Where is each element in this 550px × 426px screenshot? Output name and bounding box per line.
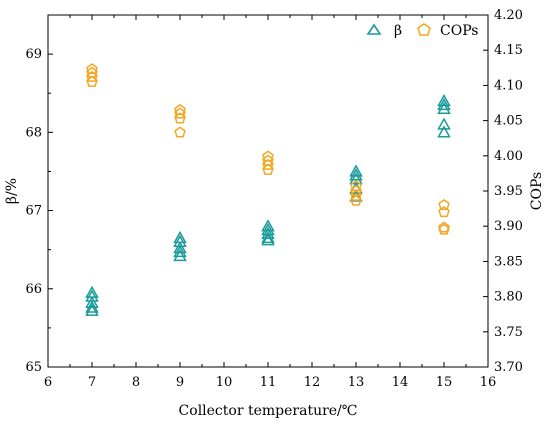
y-right-tick-label: 3.95	[494, 184, 523, 199]
beta-point-marker	[437, 97, 451, 111]
y-right-tick-label: 4.05	[494, 114, 523, 129]
beta-point-marker	[437, 101, 451, 115]
x-tick-label: 10	[216, 375, 233, 390]
beta-point-marker	[173, 241, 187, 254]
x-tick-label: 11	[260, 375, 277, 390]
y-left-tick-label: 68	[25, 125, 42, 140]
beta-point-marker	[349, 168, 363, 181]
y-right-tick-label: 4.10	[494, 78, 523, 93]
beta-point-marker	[85, 300, 99, 313]
x-tick-labels: 6 7 8 9 10 11 12 13 14 15 16	[44, 375, 496, 390]
cops-point-marker	[262, 163, 274, 175]
x-tick-label: 15	[436, 375, 453, 390]
beta-point-marker	[173, 244, 187, 258]
x-tick-label: 13	[348, 375, 365, 390]
beta-point-marker	[349, 164, 363, 177]
beta-point-marker	[173, 248, 187, 262]
y-left-tick-labels: 65 66 67 68 69	[25, 47, 42, 375]
beta-point-marker	[85, 295, 99, 309]
beta-point-marker	[437, 125, 451, 138]
x-tick-label: 8	[132, 375, 140, 390]
x-axis-title: Collector temperature/℃	[179, 403, 358, 419]
cops-point-marker	[174, 126, 186, 138]
y-right-tick-label: 4.20	[494, 8, 523, 23]
x-tick-label: 14	[392, 375, 409, 390]
beta-point-marker	[437, 117, 451, 130]
cops-point-marker	[350, 194, 362, 206]
beta-point-marker	[261, 230, 275, 244]
x-tick-label: 16	[480, 375, 497, 390]
beta-point-marker	[261, 219, 275, 232]
beta-point-marker	[85, 303, 99, 316]
y-right-tick-label: 3.70	[494, 360, 523, 375]
beta-point-marker	[261, 233, 275, 246]
axis-ticks	[47, 14, 489, 368]
cops-point-marker	[438, 205, 450, 218]
y-right-tick-label: 4.15	[494, 43, 523, 58]
cops-point-marker	[350, 189, 362, 201]
legend: β COPs	[366, 23, 478, 39]
cops-point-marker	[262, 150, 274, 162]
cops-point-marker	[86, 75, 98, 87]
y-left-tick-label: 66	[25, 282, 42, 297]
x-tick-label: 9	[176, 375, 184, 390]
x-tick-label: 6	[44, 375, 52, 390]
x-tick-label: 12	[304, 375, 321, 390]
legend-label-cops: COPs	[440, 23, 478, 39]
cops-point-marker	[438, 221, 450, 233]
y-right-tick-label: 3.75	[494, 325, 523, 340]
y-right-tick-label: 3.85	[494, 254, 523, 269]
y-right-tick-labels: 3.70 3.75 3.80 3.85 3.90 3.95 4.00 4.05 4.10 4.15…	[494, 8, 523, 375]
beta-point-marker	[261, 226, 275, 240]
y-right-tick-label: 4.00	[494, 149, 523, 164]
legend-triangle-marker	[366, 23, 382, 35]
y-left-tick-label: 65	[25, 360, 42, 375]
y-right-tick-label: 3.80	[494, 290, 523, 305]
cops-point-marker	[174, 103, 186, 115]
beta-point-marker	[437, 94, 451, 107]
y-right-axis-title: COPs	[529, 172, 545, 210]
cops-point-marker	[262, 158, 274, 170]
cops-point-marker	[86, 70, 98, 82]
legend-label-beta: β	[394, 23, 402, 39]
legend-pentagon-marker	[417, 23, 431, 36]
y-left-tick-label: 69	[25, 47, 42, 62]
x-tick-label: 7	[88, 375, 96, 390]
y-right-tick-label: 3.90	[494, 219, 523, 234]
cops-point-marker	[174, 107, 186, 119]
cops-point-marker	[174, 112, 186, 124]
cops-point-marker	[438, 223, 450, 235]
cops-point-marker	[438, 198, 450, 211]
cops-point-marker	[86, 63, 98, 75]
data-points	[85, 63, 451, 316]
plot-frame	[47, 14, 489, 368]
y-left-tick-label: 67	[25, 204, 42, 219]
y-left-axis-title: β/%	[4, 178, 20, 204]
